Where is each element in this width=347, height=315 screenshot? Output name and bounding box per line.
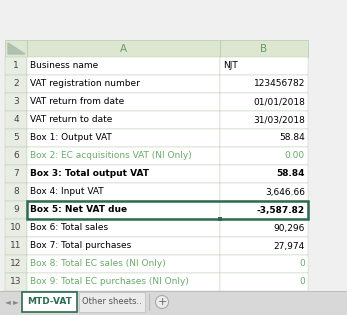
Bar	[5, 273, 27, 291]
Text: 4: 4	[13, 116, 19, 124]
Bar	[220, 237, 308, 255]
Bar	[5, 183, 27, 201]
Text: 123456782: 123456782	[254, 79, 305, 89]
Text: 27,974: 27,974	[274, 242, 305, 250]
Bar	[5, 111, 27, 129]
Text: 01/01/2018: 01/01/2018	[253, 98, 305, 106]
Text: Box 1: Output VAT: Box 1: Output VAT	[30, 134, 112, 142]
Text: VAT registration number: VAT registration number	[30, 79, 140, 89]
Text: 8: 8	[13, 187, 19, 197]
Bar	[218, 217, 222, 221]
Bar	[5, 237, 27, 255]
Text: Box 6: Total sales: Box 6: Total sales	[30, 224, 108, 232]
Bar	[5, 129, 27, 147]
Circle shape	[155, 295, 169, 308]
Bar	[27, 255, 220, 273]
Text: 0.00: 0.00	[285, 152, 305, 161]
Text: 3,646.66: 3,646.66	[265, 187, 305, 197]
Bar	[220, 147, 308, 165]
Text: 3: 3	[13, 98, 19, 106]
Bar	[27, 75, 220, 93]
Bar	[27, 237, 220, 255]
Bar	[27, 183, 220, 201]
Text: 13: 13	[10, 278, 22, 287]
Bar	[79, 292, 145, 312]
Text: NJT: NJT	[223, 61, 238, 71]
Text: B: B	[261, 43, 268, 54]
Bar	[5, 40, 27, 57]
Bar	[27, 165, 220, 183]
Bar	[5, 201, 27, 219]
Text: -3,587.82: -3,587.82	[257, 205, 305, 215]
Bar	[220, 93, 308, 111]
Bar	[5, 93, 27, 111]
Bar	[27, 201, 308, 219]
Text: +: +	[157, 297, 167, 307]
Text: 7: 7	[13, 169, 19, 179]
Text: 2: 2	[13, 79, 19, 89]
Text: Box 8: Total EC sales (NI Only): Box 8: Total EC sales (NI Only)	[30, 260, 166, 268]
Text: VAT return from date: VAT return from date	[30, 98, 124, 106]
Bar	[0, 291, 347, 315]
Bar	[27, 111, 220, 129]
Text: 1: 1	[13, 61, 19, 71]
Text: 0: 0	[299, 278, 305, 287]
Bar	[5, 57, 27, 75]
Bar	[5, 255, 27, 273]
Bar	[27, 93, 220, 111]
Text: MTD-VAT: MTD-VAT	[27, 297, 72, 306]
Bar	[220, 273, 308, 291]
Text: VAT return to date: VAT return to date	[30, 116, 112, 124]
Text: 6: 6	[13, 152, 19, 161]
Text: 9: 9	[13, 205, 19, 215]
Bar	[27, 201, 220, 219]
Bar	[220, 183, 308, 201]
Text: Other sheets..: Other sheets..	[82, 297, 142, 306]
Text: 0: 0	[299, 260, 305, 268]
Bar	[27, 273, 220, 291]
Bar	[5, 165, 27, 183]
Bar	[220, 57, 308, 75]
Text: Box 2: EC acquisitions VAT (NI Only): Box 2: EC acquisitions VAT (NI Only)	[30, 152, 192, 161]
Bar	[5, 219, 27, 237]
Text: 11: 11	[10, 242, 22, 250]
Bar	[27, 147, 220, 165]
Bar	[220, 201, 308, 219]
Text: Box 5: Net VAT due: Box 5: Net VAT due	[30, 205, 127, 215]
Text: 12: 12	[10, 260, 22, 268]
Bar	[220, 129, 308, 147]
Text: A: A	[120, 43, 127, 54]
Bar	[22, 292, 77, 312]
Text: 90,296: 90,296	[274, 224, 305, 232]
Text: 58.84: 58.84	[277, 169, 305, 179]
Polygon shape	[8, 43, 25, 54]
Text: Box 7: Total purchases: Box 7: Total purchases	[30, 242, 131, 250]
Text: ►: ►	[13, 297, 19, 306]
Bar	[220, 40, 308, 57]
Bar	[27, 57, 220, 75]
Bar	[27, 129, 220, 147]
Text: Box 4: Input VAT: Box 4: Input VAT	[30, 187, 104, 197]
Text: Box 9: Total EC purchases (NI Only): Box 9: Total EC purchases (NI Only)	[30, 278, 189, 287]
Text: 10: 10	[10, 224, 22, 232]
Bar	[5, 75, 27, 93]
Text: 58.84: 58.84	[279, 134, 305, 142]
Text: ◄: ◄	[5, 297, 11, 306]
Bar	[220, 219, 308, 237]
Bar	[220, 75, 308, 93]
Bar	[27, 219, 220, 237]
Bar	[27, 40, 220, 57]
Bar	[220, 165, 308, 183]
Bar	[220, 255, 308, 273]
Text: Business name: Business name	[30, 61, 98, 71]
Text: Box 3: Total output VAT: Box 3: Total output VAT	[30, 169, 149, 179]
Text: 31/03/2018: 31/03/2018	[253, 116, 305, 124]
Bar	[5, 147, 27, 165]
Bar	[220, 111, 308, 129]
Text: 5: 5	[13, 134, 19, 142]
